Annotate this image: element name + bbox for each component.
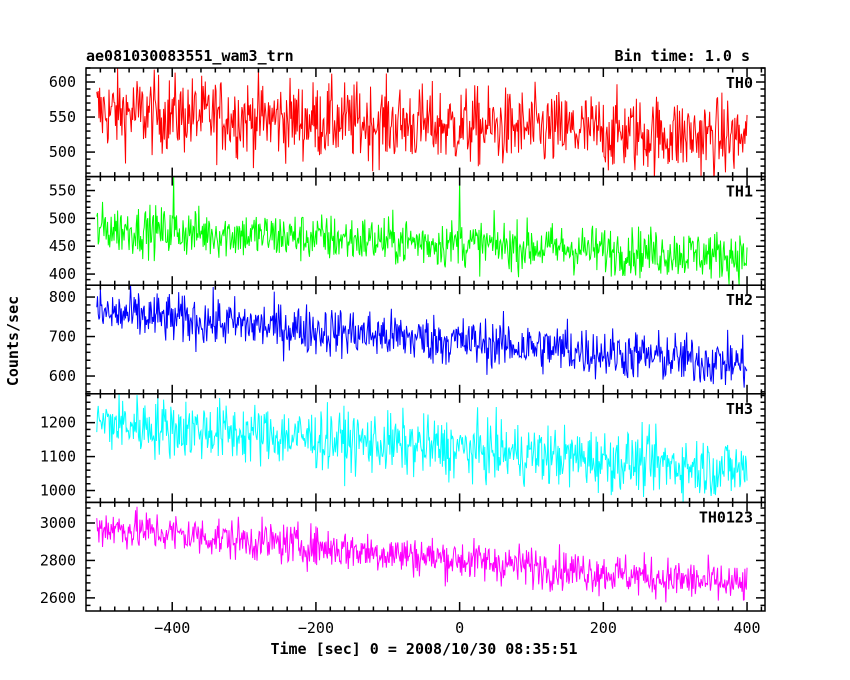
y-tick-label: 1100 — [40, 448, 76, 466]
y-tick-label: 550 — [49, 108, 76, 126]
y-tick-label: 3000 — [40, 514, 76, 532]
y-tick-label: 450 — [49, 237, 76, 255]
y-tick-label: 1000 — [40, 482, 76, 500]
y-tick-label: 1200 — [40, 414, 76, 432]
y-tick-label: 600 — [49, 367, 76, 385]
panel-th0: 500 550 600 TH0 — [49, 67, 766, 178]
panel-th3: 1000 1100 1200 TH3 — [40, 393, 766, 504]
panel-label-th0123: TH0123 — [699, 508, 753, 526]
bin-time-label: Bin time: 1.0 s — [615, 47, 750, 65]
panel-frame — [85, 393, 766, 504]
panel-th0123: 2600 2800 3000 TH0123 — [40, 501, 766, 612]
y-tick-label: 2800 — [40, 551, 76, 569]
x-tick-label: −400 — [154, 619, 190, 637]
y-tick-label: 600 — [49, 73, 76, 91]
series-line-th3 — [96, 393, 748, 503]
y-tick-label: 400 — [49, 265, 76, 283]
y-tick-label: 500 — [49, 143, 76, 161]
y-tick-label: 700 — [49, 328, 76, 346]
panel-frame — [85, 501, 766, 612]
y-tick-label: 800 — [49, 288, 76, 306]
panel-th1: 400 450 500 550 TH1 — [49, 175, 766, 286]
x-tick-label: 200 — [590, 619, 617, 637]
panel-label-th1: TH1 — [726, 183, 753, 201]
chart-title: ae081030083551_wam3_trn — [86, 47, 294, 65]
series-line-th1 — [96, 176, 748, 286]
series-line-th0 — [96, 68, 748, 177]
panel-th2: 600 700 800 TH2 — [49, 284, 766, 395]
x-tick-label: 0 — [455, 619, 464, 637]
y-tick-label: 500 — [49, 209, 76, 227]
series-line-th0123 — [96, 506, 748, 603]
x-tick-label: 400 — [733, 619, 760, 637]
y-tick-label: 2600 — [40, 589, 76, 607]
y-tick-label: 550 — [49, 182, 76, 200]
y-axis-label: Counts/sec — [4, 296, 22, 386]
x-tick-label: −200 — [298, 619, 334, 637]
panels-group: 500 550 600 TH0 400 450 500 550 TH1 600 700 800 TH2 1… — [40, 67, 766, 637]
panel-label-th0: TH0 — [726, 74, 753, 92]
x-axis-label: Time [sec] 0 = 2008/10/30 08:35:51 — [270, 640, 577, 658]
series-line-th2 — [96, 285, 748, 388]
panel-label-th2: TH2 — [726, 291, 753, 309]
panel-label-th3: TH3 — [726, 400, 753, 418]
